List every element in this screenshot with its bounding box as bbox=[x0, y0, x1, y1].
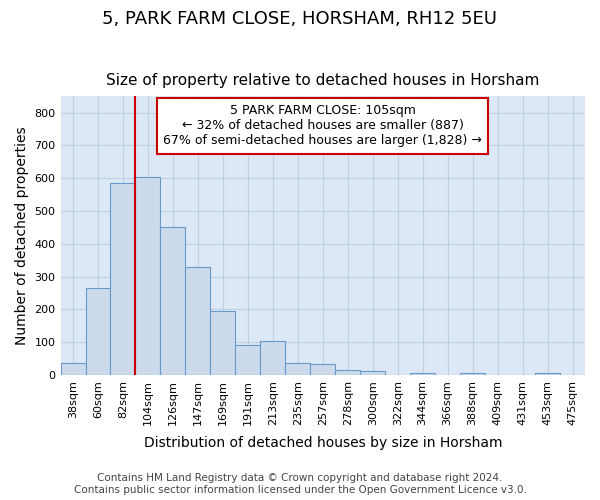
Bar bbox=[260, 342, 286, 375]
Bar bbox=[286, 363, 310, 375]
Y-axis label: Number of detached properties: Number of detached properties bbox=[15, 126, 29, 345]
Bar bbox=[185, 266, 211, 375]
Text: Contains HM Land Registry data © Crown copyright and database right 2024.
Contai: Contains HM Land Registry data © Crown c… bbox=[74, 474, 526, 495]
Bar bbox=[86, 288, 110, 375]
Bar bbox=[136, 177, 160, 375]
Bar bbox=[211, 311, 235, 375]
Bar bbox=[360, 371, 385, 375]
Text: 5, PARK FARM CLOSE, HORSHAM, RH12 5EU: 5, PARK FARM CLOSE, HORSHAM, RH12 5EU bbox=[103, 10, 497, 28]
Bar bbox=[310, 364, 335, 375]
Bar bbox=[235, 346, 260, 375]
Title: Size of property relative to detached houses in Horsham: Size of property relative to detached ho… bbox=[106, 73, 539, 88]
X-axis label: Distribution of detached houses by size in Horsham: Distribution of detached houses by size … bbox=[143, 436, 502, 450]
Bar bbox=[110, 183, 136, 375]
Bar bbox=[335, 370, 360, 375]
Text: 5 PARK FARM CLOSE: 105sqm
← 32% of detached houses are smaller (887)
67% of semi: 5 PARK FARM CLOSE: 105sqm ← 32% of detac… bbox=[163, 104, 482, 148]
Bar bbox=[460, 372, 485, 375]
Bar bbox=[410, 374, 435, 375]
Bar bbox=[61, 363, 86, 375]
Bar bbox=[160, 226, 185, 375]
Bar bbox=[535, 372, 560, 375]
